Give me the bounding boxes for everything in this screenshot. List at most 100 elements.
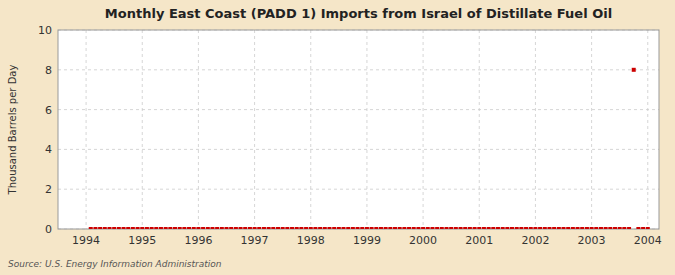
- point: [327, 227, 331, 229]
- point: [192, 227, 196, 229]
- point: [299, 227, 303, 229]
- point: [435, 227, 439, 229]
- point: [604, 227, 608, 229]
- point: [646, 227, 650, 229]
- point: [384, 227, 388, 229]
- y-tick-label: 10: [38, 24, 52, 37]
- point: [267, 227, 271, 229]
- point: [196, 227, 200, 229]
- point: [159, 227, 163, 229]
- point: [468, 227, 472, 229]
- grid-line-x: [310, 30, 311, 229]
- x-tick-label: 1995: [128, 234, 156, 247]
- point: [168, 227, 172, 229]
- point: [491, 227, 495, 229]
- grid-line-y: [58, 149, 659, 150]
- grid-line-x: [423, 30, 424, 229]
- point: [360, 227, 364, 229]
- plot-area: [58, 30, 659, 229]
- point: [566, 227, 570, 229]
- grid-line-x: [142, 30, 143, 229]
- point: [398, 227, 402, 229]
- point: [182, 227, 186, 229]
- point: [285, 227, 289, 229]
- point: [515, 227, 519, 229]
- x-tick-label: 1999: [353, 234, 381, 247]
- point: [636, 227, 640, 229]
- point: [271, 227, 275, 229]
- point: [206, 227, 210, 229]
- point: [117, 227, 121, 229]
- point: [445, 227, 449, 229]
- point: [641, 227, 645, 229]
- point: [112, 227, 116, 229]
- point: [304, 227, 308, 229]
- point: [253, 227, 257, 229]
- x-tick-label: 2004: [634, 234, 662, 247]
- point: [365, 227, 369, 229]
- point: [407, 227, 411, 229]
- points: [89, 68, 650, 229]
- point: [210, 227, 214, 229]
- y-tick-label: 0: [45, 223, 52, 236]
- point: [412, 227, 416, 229]
- point: [243, 227, 247, 229]
- grid-line-x: [366, 30, 367, 229]
- point: [374, 227, 378, 229]
- point: [173, 227, 177, 229]
- point: [323, 227, 327, 229]
- point: [473, 227, 477, 229]
- point: [313, 227, 317, 229]
- y-axis-label: Thousand Barrels per Day: [7, 65, 18, 196]
- grid-line-x: [86, 30, 87, 229]
- point: [108, 227, 112, 229]
- grid-line-x: [535, 30, 536, 229]
- x-tick-label: 2001: [465, 234, 493, 247]
- axes: 1994199519961997199819992000200120022003…: [38, 24, 662, 247]
- point: [187, 227, 191, 229]
- point: [332, 227, 336, 229]
- y-tick-label: 8: [45, 64, 52, 77]
- grid-line-x: [591, 30, 592, 229]
- grid-line-x: [198, 30, 199, 229]
- point: [580, 227, 584, 229]
- point: [463, 227, 467, 229]
- point: [98, 227, 102, 229]
- point: [225, 227, 229, 229]
- point: [632, 68, 636, 72]
- point: [608, 227, 612, 229]
- point: [89, 227, 93, 229]
- point: [552, 227, 556, 229]
- point: [131, 227, 135, 229]
- point: [571, 227, 575, 229]
- point: [477, 227, 481, 229]
- point: [122, 227, 126, 229]
- point: [533, 227, 537, 229]
- point: [309, 227, 313, 229]
- point: [295, 227, 299, 229]
- x-tick-label: 1997: [241, 234, 269, 247]
- grid-line-x: [479, 30, 480, 229]
- point: [622, 227, 626, 229]
- grid-line-y: [58, 109, 659, 110]
- point: [178, 227, 182, 229]
- point: [276, 227, 280, 229]
- grid-line-x: [254, 30, 255, 229]
- point: [599, 227, 603, 229]
- point: [426, 227, 430, 229]
- point: [524, 227, 528, 229]
- source: Source: U.S. Energy Information Administ…: [8, 259, 222, 269]
- grid-line-x: [647, 30, 648, 229]
- grid-line-y: [58, 69, 659, 70]
- point: [229, 227, 233, 229]
- point: [150, 227, 154, 229]
- point: [393, 227, 397, 229]
- point: [459, 227, 463, 229]
- y-tick-label: 6: [45, 104, 52, 117]
- point: [482, 227, 486, 229]
- point: [454, 227, 458, 229]
- point: [618, 227, 622, 229]
- point: [248, 227, 252, 229]
- point: [388, 227, 392, 229]
- point: [594, 227, 598, 229]
